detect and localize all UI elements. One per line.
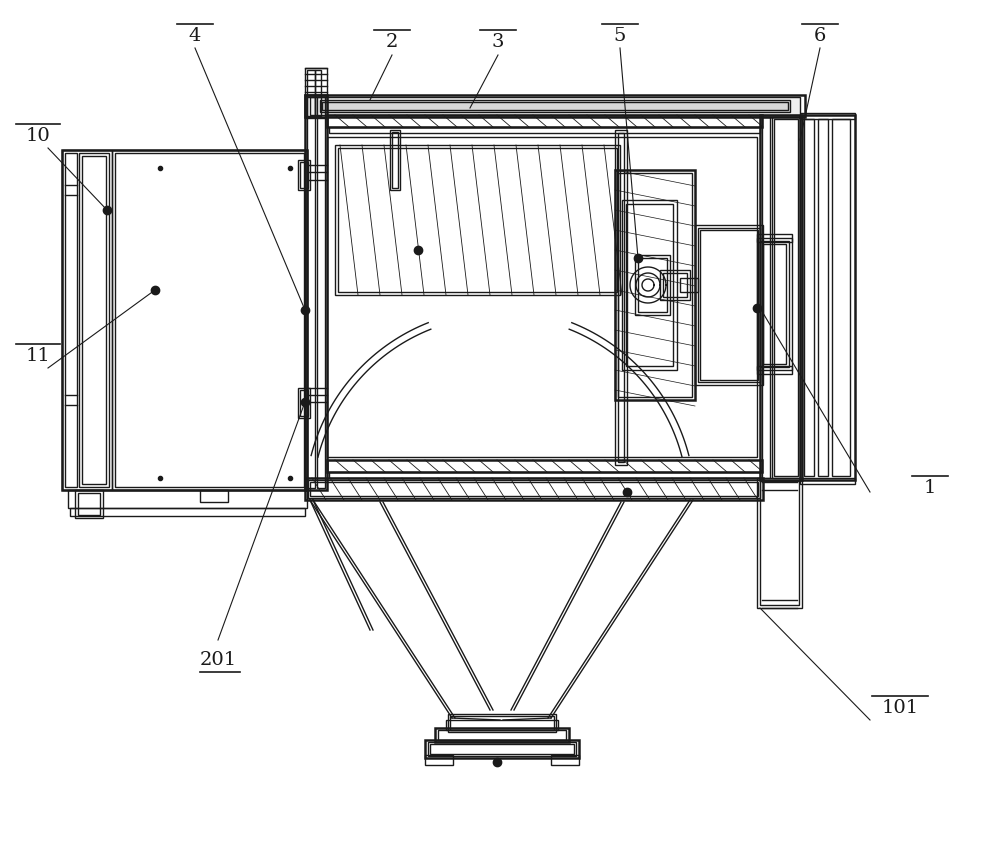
Bar [79, 153, 109, 487]
Bar [760, 115, 802, 480]
Bar [757, 478, 802, 608]
Bar [305, 95, 805, 117]
Bar [774, 119, 798, 476]
Bar [800, 113, 855, 119]
Bar [435, 728, 569, 742]
Bar [763, 244, 786, 364]
Bar [329, 472, 760, 478]
Text: 4: 4 [189, 27, 201, 45]
Bar [757, 366, 792, 374]
Bar [327, 460, 762, 472]
Bar [800, 115, 855, 480]
Bar [615, 170, 695, 400]
Bar [800, 478, 855, 484]
Bar [438, 730, 566, 740]
Text: 101: 101 [881, 699, 919, 717]
Bar [298, 388, 310, 418]
Bar [680, 278, 698, 292]
Bar [698, 228, 760, 382]
Bar [62, 150, 307, 490]
Bar [335, 145, 620, 295]
Bar [300, 390, 308, 416]
Bar [112, 150, 307, 490]
Bar [695, 225, 763, 385]
Bar [618, 173, 692, 397]
Text: 1: 1 [924, 479, 936, 497]
Bar [760, 481, 799, 605]
Text: 5: 5 [614, 27, 626, 45]
Bar [832, 119, 850, 476]
Bar [310, 97, 800, 115]
Text: 6: 6 [814, 27, 826, 45]
Bar [804, 119, 814, 476]
Bar [115, 153, 304, 487]
Bar [307, 70, 315, 116]
Bar [425, 755, 453, 765]
Text: 3: 3 [492, 33, 504, 51]
Bar [68, 490, 307, 508]
Bar [300, 162, 308, 188]
Bar [760, 241, 789, 367]
Bar [551, 755, 579, 765]
Bar [762, 117, 770, 478]
Text: 2: 2 [386, 33, 398, 51]
Bar [315, 70, 321, 116]
Bar [446, 720, 558, 730]
Bar [308, 480, 760, 498]
Bar [663, 273, 687, 297]
Bar [425, 740, 579, 758]
Bar [757, 238, 792, 370]
Bar [626, 204, 673, 366]
Bar [307, 97, 315, 488]
Bar [448, 714, 556, 732]
Bar [430, 744, 574, 754]
Text: 10: 10 [26, 127, 50, 145]
Bar [70, 508, 305, 516]
Bar [327, 137, 757, 457]
Bar [305, 478, 763, 500]
Bar [772, 117, 800, 478]
Bar [638, 258, 667, 312]
Bar [390, 130, 400, 190]
Bar [305, 68, 327, 118]
Bar [700, 230, 758, 380]
Bar [298, 160, 310, 190]
Bar [78, 493, 100, 515]
Bar [622, 200, 677, 370]
Bar [327, 115, 762, 127]
Bar [322, 102, 788, 110]
Bar [320, 100, 790, 112]
Bar [200, 490, 228, 502]
Bar [635, 255, 670, 315]
Bar [450, 716, 554, 730]
Bar [392, 132, 398, 188]
Text: 201: 201 [199, 651, 237, 669]
Bar [338, 148, 617, 292]
Bar [82, 156, 106, 484]
Bar [305, 95, 327, 490]
Bar [62, 150, 112, 490]
Bar [615, 130, 627, 465]
Bar [75, 490, 103, 518]
Bar [818, 119, 828, 476]
Bar [428, 742, 576, 756]
Bar [329, 127, 760, 133]
Bar [618, 133, 624, 462]
Bar [757, 234, 792, 242]
Text: 11: 11 [26, 347, 50, 365]
Bar [65, 153, 77, 487]
Bar [310, 482, 758, 496]
Bar [317, 97, 325, 488]
Bar [660, 270, 690, 300]
